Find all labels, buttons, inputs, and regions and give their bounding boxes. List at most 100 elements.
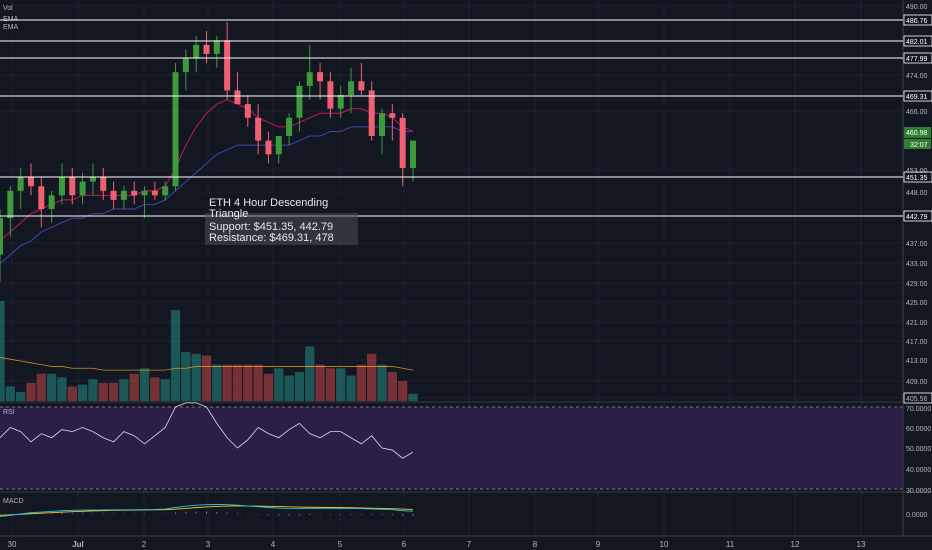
rsi-tick-label: 40.0000: [906, 467, 931, 474]
macd-hist-bar: [412, 514, 414, 516]
level-label-4: 451.35: [906, 175, 928, 182]
macd-hist-bar: [133, 513, 135, 515]
candle-body: [58, 177, 65, 196]
macd-hist-bar: [154, 513, 156, 515]
candle-body: [193, 44, 200, 59]
volume-bar: [387, 371, 397, 401]
candle: [79, 172, 86, 205]
candle: [275, 136, 282, 164]
rsi-tick-label: 70.0000: [906, 406, 931, 413]
volume-bar: [139, 368, 150, 401]
volume-bar: [274, 368, 284, 401]
candle-body: [0, 218, 3, 255]
time-axis-label: Jul: [72, 540, 84, 549]
candle: [17, 167, 24, 210]
candle-body: [255, 117, 262, 141]
candle: [131, 181, 138, 205]
indicator-label-vol: Vol: [3, 5, 13, 12]
volume-bar: [325, 368, 336, 401]
time-axis-label: 5: [338, 540, 343, 549]
candle-body: [337, 94, 344, 109]
candle-body: [110, 190, 117, 200]
candle: [193, 35, 200, 73]
time-axis-label: 7: [467, 540, 472, 549]
candle-body: [100, 177, 107, 191]
candle: [265, 131, 272, 164]
macd-hist-bar: [164, 513, 166, 514]
candle-body: [234, 90, 241, 105]
volume-bar: [119, 379, 129, 401]
candle: [306, 44, 313, 100]
volume-bar: [46, 373, 57, 401]
candle-body: [348, 81, 355, 95]
candle-body: [306, 72, 313, 86]
candle: [337, 85, 344, 118]
candle: [110, 181, 117, 210]
candle: [69, 167, 76, 205]
candle-body: [213, 40, 220, 54]
candle-body: [265, 140, 272, 155]
candle: [48, 190, 55, 223]
macd-hist-bar: [123, 513, 125, 515]
indicator-label-ema-2: EMA: [3, 24, 19, 31]
candle: [296, 81, 303, 132]
macd-hist-bar: [247, 514, 249, 515]
rsi-label: RSI: [3, 409, 15, 416]
candle: [379, 108, 386, 155]
chart-annotation-box[interactable]: ETH 4 Hour Descending Triangle Support: …: [205, 193, 358, 245]
level-label-1: 482.01: [906, 39, 928, 46]
volume-bar: [232, 364, 243, 401]
time-axis-label: 12: [791, 540, 800, 549]
volume-bar: [16, 391, 26, 401]
time-axis-label: 2: [142, 540, 147, 549]
macd-hist-bar: [298, 514, 300, 516]
volume-ma-line: [0, 356, 414, 371]
volume-bar: [0, 301, 5, 401]
candle-body: [296, 85, 303, 118]
volume-bar: [191, 353, 201, 401]
level-label-3: 469.31: [906, 94, 928, 101]
level-label-box-2: [903, 52, 932, 64]
macd-hist-bar: [309, 514, 311, 516]
price-tick-label: 466.00: [906, 109, 928, 116]
candle: [368, 81, 375, 141]
time-axis-label: 10: [660, 540, 669, 549]
candle-body: [120, 190, 127, 200]
macd-hist-bar: [360, 514, 362, 515]
candle: [182, 49, 189, 91]
volume-bar: [315, 364, 325, 401]
macd-hist-bar: [236, 513, 238, 514]
volume-bar: [346, 375, 356, 401]
candle: [120, 186, 127, 210]
time-axis-label: 11: [726, 540, 735, 549]
macd-label: MACD: [3, 498, 24, 505]
volume-bar: [356, 364, 367, 401]
last-price-marker: [904, 127, 931, 138]
level-label-box-4: [903, 171, 932, 183]
price-tick-label: 433.00: [906, 261, 928, 268]
candle-body: [327, 81, 334, 109]
candle: [58, 163, 65, 205]
candle: [162, 181, 169, 200]
macd-hist-bar: [267, 514, 269, 516]
macd-hist-bar: [402, 514, 404, 516]
rsi-tick-label: 50.0000: [906, 446, 931, 453]
macd-hist-bar: [371, 514, 373, 515]
countdown-label: 32:07: [910, 142, 928, 149]
volume-bar: [77, 384, 88, 401]
candle: [224, 22, 231, 100]
price-tick-label: 474.00: [906, 73, 928, 80]
macd-hist-bar: [381, 514, 383, 515]
candle: [89, 163, 96, 196]
macd-tick-label: 0.0000: [906, 512, 928, 519]
candle-body: [7, 190, 14, 219]
volume-bar: [67, 386, 77, 401]
candle: [317, 63, 324, 100]
level-label-2: 477.99: [906, 56, 928, 63]
candle: [27, 163, 34, 196]
candle: [399, 113, 406, 187]
macd-hist-bar: [216, 511, 218, 514]
annotation-support: Support: $451.35, 442.79: [209, 221, 334, 233]
price-tick-label: 429.00: [906, 281, 928, 288]
